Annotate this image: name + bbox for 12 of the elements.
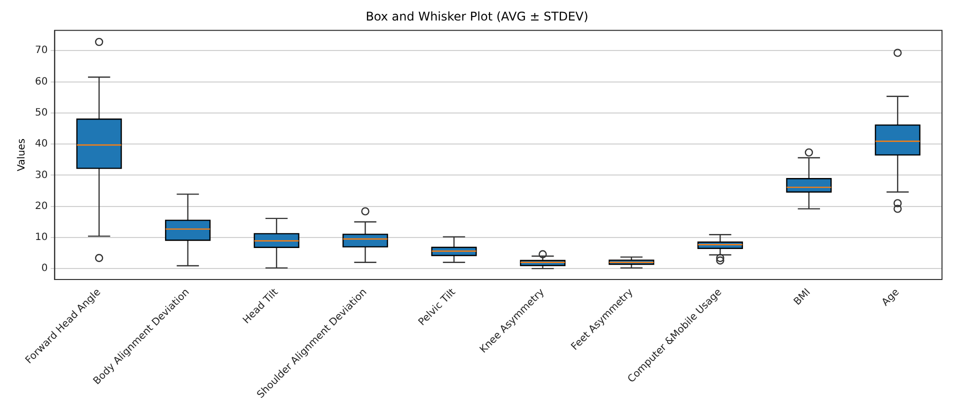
y-axis-title: Values	[16, 138, 28, 172]
chart-title: Box and Whisker Plot (AVG ± STDEV)	[366, 9, 588, 24]
y-tick-label: 60	[34, 76, 48, 88]
y-tick-label: 50	[34, 108, 48, 118]
y-tick-label: 20	[34, 200, 48, 212]
y-tick-label: 70	[34, 45, 48, 56]
y-tick-label: 40	[34, 138, 48, 150]
x-tick-label: BMI	[792, 286, 813, 308]
y-tick-label: 30	[34, 170, 48, 181]
y-tick-label: 0	[41, 263, 48, 274]
y-tick-label: 10	[34, 232, 48, 244]
x-tick-label: Age	[880, 286, 902, 308]
